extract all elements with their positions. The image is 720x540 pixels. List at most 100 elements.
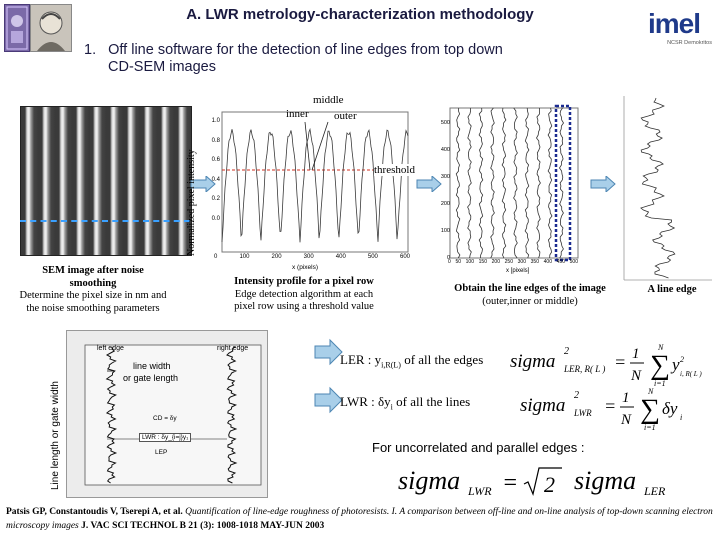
portrait-icon	[30, 4, 72, 52]
ytick: 0.6	[202, 151, 220, 171]
eq2-sub: LWR	[574, 408, 592, 418]
annot-threshold: threshold	[374, 164, 415, 176]
svg-text:N: N	[657, 343, 664, 352]
intensity-ylabel: Normalized pixel intensity	[186, 149, 197, 256]
svg-text:1: 1	[622, 390, 630, 406]
lw-right-edge-label: right edge	[217, 345, 248, 352]
eq3-rhs: sigma	[574, 466, 636, 496]
lw-annot-width2: or gate length	[123, 373, 178, 383]
eq1-rhs-icon: = 1 N ∑ N i=1 y 2 i, R( L )	[614, 338, 720, 388]
svg-text:1: 1	[632, 346, 640, 362]
eq3-rhs-sub: LER	[644, 484, 665, 499]
sem-image	[20, 106, 192, 256]
xtick: 300	[518, 259, 526, 265]
lw-cd-label: CD = δy	[153, 415, 177, 422]
xtick: 400	[336, 254, 346, 260]
lw-annot-width: line width	[133, 361, 171, 371]
svg-text:=: =	[604, 396, 616, 416]
annot-outer: outer	[334, 110, 357, 122]
eq2-sup: 2	[574, 390, 579, 401]
sem-caption: SEM image after noise smoothing Determin…	[0, 265, 186, 315]
intensity-xticks: 0 100 200 300 400 500 600	[214, 254, 410, 260]
ler-sub: i,R(L)	[381, 361, 401, 370]
intensity-yticks: 1.0 0.8 0.6 0.4 0.2 0.0	[202, 112, 220, 229]
lw-plot-svg	[67, 331, 267, 497]
single-edge-plot	[622, 94, 714, 284]
eq2-rhs-icon: = 1 N ∑ N i=1 δy i	[604, 382, 704, 432]
xtick: 100	[239, 254, 249, 260]
xtick: 300	[304, 254, 314, 260]
ytick: 100	[432, 218, 450, 245]
xtick: 350	[531, 259, 539, 265]
sqrt-two-icon: = 2	[502, 464, 566, 500]
xtick: 200	[492, 259, 500, 265]
citation-authors: Patsis GP, Constantoudis V, Tserepi A, e…	[6, 507, 183, 517]
svg-text:δy: δy	[662, 399, 678, 418]
ytick: 0.4	[202, 171, 220, 191]
eq1-lhs: sigma	[510, 351, 555, 373]
edges-plot	[440, 104, 582, 272]
page-title: A. LWR metrology-characterization method…	[0, 6, 720, 23]
xtick: 500	[368, 254, 378, 260]
intensity-caption-bold: Intensity profile for a pixel row	[214, 276, 394, 289]
xtick: 200	[272, 254, 282, 260]
svg-text:N: N	[647, 387, 654, 396]
heading-line1: Off line software for the detection of l…	[108, 42, 503, 58]
citation-journal: J. VAC SCI TECHNOL B 21 (3): 1008-1018 M…	[79, 521, 325, 531]
eq1-sup: 2	[564, 346, 569, 357]
edges-caption: Obtain the line edges of the image (oute…	[432, 283, 628, 308]
equation-lwr: sigma 2 LWR = 1 N ∑ N i=1 δy i	[520, 382, 720, 432]
sem-scan-row-line	[20, 220, 190, 222]
ytick: 0.8	[202, 132, 220, 152]
citation: Patsis GP, Constantoudis V, Tserepi A, e…	[6, 506, 718, 534]
intensity-plot	[200, 92, 418, 278]
xtick: 500	[570, 259, 578, 265]
equation-ler: sigma 2 LER, R( L ) = 1 N ∑ N i=1 y 2 i,…	[510, 338, 720, 388]
svg-text:i, R( L ): i, R( L )	[680, 370, 702, 378]
svg-text:2: 2	[680, 355, 684, 364]
svg-text:=: =	[614, 352, 626, 372]
heading-number: 1.	[84, 42, 96, 58]
lw-left-edge-label: left edge	[97, 345, 124, 352]
imel-logo-text: imel	[648, 8, 712, 40]
intensity-caption-line2: pixel row using a threshold value	[214, 301, 394, 314]
svg-text:2: 2	[544, 472, 555, 497]
xtick: 450	[557, 259, 565, 265]
svg-text:=: =	[502, 470, 518, 496]
xtick: 150	[479, 259, 487, 265]
lw-lep-label: LEP	[155, 449, 167, 456]
xtick: 50	[455, 259, 461, 265]
svg-text:i: i	[680, 413, 682, 422]
imel-logo-subtext: NCSR Demokritos	[648, 40, 712, 46]
svg-text:∑: ∑	[640, 394, 660, 425]
lw-ylabel: Line length or gate width	[50, 381, 61, 490]
lwr-tail: of all the lines	[393, 394, 470, 409]
ytick: 400	[432, 137, 450, 164]
uncorrelated-statement: For uncorrelated and parallel edges :	[372, 440, 584, 455]
imel-logo: imel NCSR Demokritos	[648, 8, 712, 54]
sem-caption-bold2: smoothing	[0, 278, 186, 291]
sem-caption-line1: Determine the pixel size in nm and	[0, 290, 186, 303]
lw-lwr-label: LWR : δy_{i=j}y₁	[139, 433, 191, 442]
sem-caption-bold1: SEM image after noise	[0, 265, 186, 278]
single-edge-caption: A line edge	[626, 284, 718, 297]
annot-middle: middle	[313, 94, 344, 106]
ytick: 1.0	[202, 112, 220, 132]
svg-text:y: y	[670, 355, 680, 374]
ytick: 0.2	[202, 190, 220, 210]
ytick: 0.0	[202, 210, 220, 230]
eq1-sub: LER, R( L )	[564, 364, 605, 374]
xtick: 0	[214, 254, 217, 260]
lwr-label: LWR : δy	[340, 394, 391, 409]
intensity-caption-line1: Edge detection algorithm at each	[214, 289, 394, 302]
right-arrow-icon	[590, 176, 616, 192]
edges-caption-bold: Obtain the line edges of the image	[432, 283, 628, 296]
edges-xlabel: x [pixels]	[506, 268, 529, 274]
ytick: 500	[432, 110, 450, 137]
lwr-statement: LWR : δyi of all the lines	[340, 394, 470, 412]
heading-line2: CD-SEM images	[108, 59, 216, 75]
ytick: 300	[432, 164, 450, 191]
eq3-lhs: sigma	[398, 466, 460, 496]
annot-inner: inner	[286, 108, 309, 120]
xtick: 0	[448, 259, 451, 265]
